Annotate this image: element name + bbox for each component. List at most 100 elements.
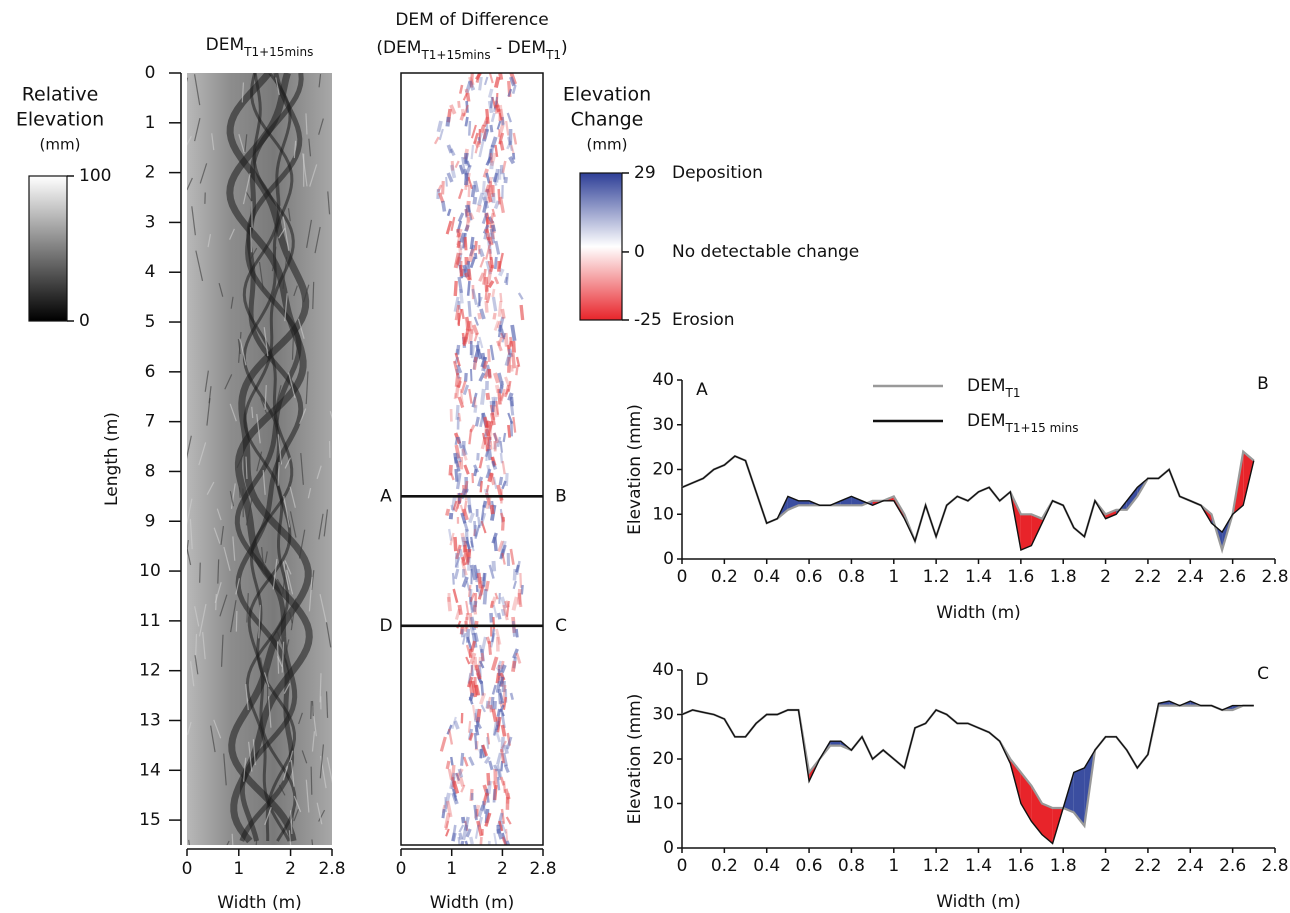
channel [226, 73, 313, 844]
texture [276, 629, 283, 645]
change-stroke [503, 744, 509, 755]
change-fill [840, 496, 852, 506]
change-stroke [467, 176, 474, 190]
texture [216, 508, 222, 521]
change-stroke [477, 476, 484, 487]
change-stroke [489, 152, 497, 167]
change-stroke [465, 656, 471, 665]
x-axis-label: Width (m) [430, 893, 515, 913]
legend-name: DEM [967, 376, 1006, 396]
change-stroke [465, 828, 472, 838]
change-stroke [502, 604, 509, 621]
texture [199, 562, 201, 583]
change-stroke [505, 120, 510, 136]
texture [301, 750, 308, 764]
change-stroke [502, 684, 507, 701]
change-stroke [493, 200, 500, 210]
change-stroke [460, 380, 467, 394]
x-tick-label: 2.8 [529, 859, 556, 879]
x-tick-label: 2.2 [1134, 856, 1161, 876]
change-stroke [482, 116, 490, 128]
change-fill [798, 500, 810, 506]
texture [190, 661, 195, 687]
change-stroke [501, 836, 508, 845]
change-stroke [480, 504, 485, 521]
texture [289, 511, 297, 538]
change-stroke [476, 820, 484, 837]
change-stroke [460, 532, 466, 543]
change-stroke [464, 208, 468, 218]
channel [234, 73, 304, 842]
x-tick-label: 0.8 [838, 567, 865, 587]
change-fill [1020, 772, 1032, 822]
subtitle-text: - DEM [491, 38, 546, 58]
change-stroke [493, 276, 500, 285]
change-stroke [464, 840, 469, 845]
y-tick-label: 0 [663, 838, 674, 858]
x-tick-label: 0 [396, 859, 407, 879]
change-stroke [497, 300, 503, 317]
change-stroke [465, 92, 471, 102]
change-stroke [505, 736, 513, 750]
texture [220, 525, 225, 545]
change-stroke [474, 416, 480, 427]
texture [198, 603, 207, 637]
change-stroke [469, 244, 476, 257]
change-stroke [499, 452, 504, 464]
change-stroke [501, 752, 509, 767]
change-stroke [479, 512, 487, 527]
change-stroke [487, 448, 493, 461]
change-stroke [465, 216, 471, 231]
change-stroke [469, 212, 475, 220]
texture [282, 765, 289, 781]
change-stroke [491, 628, 495, 643]
change-stroke [487, 640, 492, 655]
change-stroke [474, 724, 480, 736]
change-stroke [495, 716, 501, 731]
change-stroke [489, 160, 494, 170]
texture [194, 606, 200, 627]
texture [230, 296, 234, 309]
change-stroke [454, 304, 461, 321]
change-stroke [480, 520, 487, 534]
title-text: DEM of Difference [395, 10, 548, 30]
change-stroke [512, 568, 517, 581]
change-stroke [463, 816, 470, 831]
series-line [681, 455, 1255, 551]
change-stroke [495, 752, 503, 766]
texture [286, 569, 294, 595]
texture [191, 206, 196, 236]
texture [300, 453, 304, 485]
change-stroke [491, 560, 497, 572]
texture [249, 247, 258, 260]
change-fill [1126, 487, 1138, 510]
change-stroke [489, 124, 494, 133]
change-stroke [454, 160, 460, 169]
change-stroke [482, 792, 488, 806]
texture [277, 656, 283, 667]
texture [252, 739, 256, 766]
change-stroke [485, 468, 492, 479]
change-stroke [497, 372, 504, 386]
change-stroke [438, 128, 444, 141]
change-stroke [469, 652, 477, 665]
change-stroke [445, 220, 453, 235]
change-stroke [453, 296, 460, 312]
change-stroke [446, 724, 453, 735]
change-stroke [451, 824, 457, 842]
change-stroke [470, 664, 474, 677]
change-stroke [503, 332, 509, 347]
change-stroke [469, 540, 475, 552]
change-stroke [459, 264, 464, 277]
change-stroke [493, 432, 498, 442]
change-stroke [457, 768, 464, 778]
change-stroke [446, 208, 452, 217]
change-stroke [494, 592, 499, 600]
texture [314, 226, 321, 254]
texture [293, 795, 302, 813]
channel [242, 73, 297, 842]
change-stroke [497, 336, 503, 347]
change-stroke [467, 300, 472, 317]
texture [293, 140, 297, 159]
change-stroke [461, 332, 466, 347]
